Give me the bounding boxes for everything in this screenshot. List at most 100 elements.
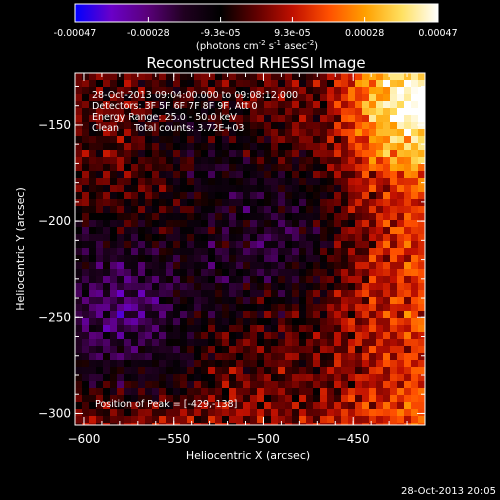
image-pixel: [194, 234, 202, 242]
image-pixel: [271, 129, 279, 137]
image-pixel: [348, 255, 356, 263]
image-pixel: [103, 297, 111, 305]
image-pixel: [376, 136, 384, 144]
image-pixel: [96, 381, 104, 389]
image-pixel: [257, 213, 265, 221]
image-pixel: [82, 241, 90, 249]
image-pixel: [418, 304, 425, 312]
image-pixel: [320, 402, 328, 410]
image-pixel: [376, 129, 384, 137]
image-pixel: [103, 353, 111, 361]
image-pixel: [327, 381, 335, 389]
image-pixel: [313, 423, 321, 425]
image-pixel: [341, 339, 349, 347]
image-pixel: [285, 255, 293, 263]
image-pixel: [390, 353, 398, 361]
image-pixel: [271, 213, 279, 221]
image-pixel: [404, 115, 412, 123]
image-pixel: [292, 199, 300, 207]
image-pixel: [411, 80, 419, 88]
image-pixel: [180, 339, 188, 347]
image-pixel: [292, 409, 300, 417]
image-pixel: [264, 136, 272, 144]
image-pixel: [89, 80, 97, 88]
image-pixel: [243, 80, 251, 88]
image-pixel: [278, 269, 286, 277]
image-pixel: [236, 192, 244, 200]
image-pixel: [173, 283, 181, 291]
image-pixel: [376, 374, 384, 382]
image-pixel: [236, 87, 244, 95]
image-pixel: [89, 304, 97, 312]
image-pixel: [194, 402, 202, 410]
image-pixel: [166, 283, 174, 291]
image-pixel: [334, 346, 342, 354]
image-pixel: [89, 360, 97, 368]
image-pixel: [397, 402, 405, 410]
image-pixel: [376, 248, 384, 256]
image-pixel: [250, 353, 258, 361]
image-pixel: [201, 276, 209, 284]
image-pixel: [82, 73, 90, 81]
image-pixel: [236, 339, 244, 347]
image-pixel: [215, 115, 223, 123]
image-pixel: [222, 248, 230, 256]
image-pixel: [187, 395, 195, 403]
image-pixel: [229, 143, 237, 151]
image-pixel: [404, 220, 412, 228]
image-pixel: [201, 136, 209, 144]
image-pixel: [89, 227, 97, 235]
image-pixel: [369, 136, 377, 144]
image-pixel: [348, 220, 356, 228]
image-pixel: [334, 360, 342, 368]
image-pixel: [96, 129, 104, 137]
image-pixel: [257, 367, 265, 375]
image-pixel: [376, 290, 384, 298]
image-pixel: [313, 87, 321, 95]
image-pixel: [313, 297, 321, 305]
image-pixel: [82, 164, 90, 172]
image-pixel: [285, 164, 293, 172]
image-pixel: [383, 94, 391, 102]
image-pixel: [159, 339, 167, 347]
image-pixel: [285, 269, 293, 277]
image-pixel: [278, 171, 286, 179]
image-pixel: [152, 374, 160, 382]
image-pixel: [166, 311, 174, 319]
image-pixel: [383, 150, 391, 158]
image-pixel: [278, 143, 286, 151]
image-pixel: [257, 388, 265, 396]
image-pixel: [145, 87, 153, 95]
image-pixel: [201, 416, 209, 424]
image-pixel: [271, 94, 279, 102]
image-pixel: [278, 297, 286, 305]
colorbar-tick-label: 0.00047: [418, 28, 457, 39]
image-pixel: [173, 227, 181, 235]
image-pixel: [243, 325, 251, 333]
image-pixel: [257, 94, 265, 102]
image-pixel: [138, 248, 146, 256]
image-pixel: [334, 192, 342, 200]
image-pixel: [201, 388, 209, 396]
image-pixel: [292, 87, 300, 95]
image-pixel: [320, 136, 328, 144]
image-pixel: [75, 248, 83, 256]
image-pixel: [159, 234, 167, 242]
image-pixel: [418, 332, 425, 340]
image-pixel: [243, 269, 251, 277]
image-pixel: [82, 409, 90, 417]
image-pixel: [383, 388, 391, 396]
image-pixel: [299, 332, 307, 340]
image-pixel: [376, 276, 384, 284]
image-pixel: [117, 178, 125, 186]
image-pixel: [159, 318, 167, 326]
image-pixel: [313, 269, 321, 277]
image-pixel: [306, 262, 314, 270]
image-pixel: [285, 297, 293, 305]
image-pixel: [75, 423, 83, 425]
image-pixel: [418, 388, 425, 396]
image-pixel: [390, 332, 398, 340]
image-pixel: [117, 192, 125, 200]
image-pixel: [201, 87, 209, 95]
image-pixel: [166, 388, 174, 396]
